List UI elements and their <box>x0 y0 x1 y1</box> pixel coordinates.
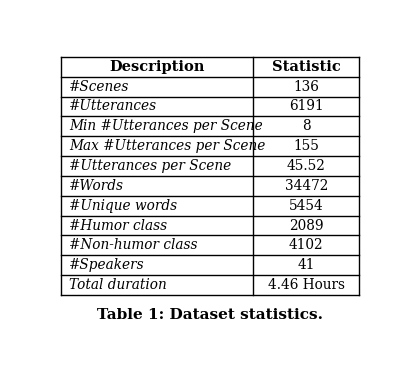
Text: 8: 8 <box>301 119 310 133</box>
Text: Description: Description <box>109 60 204 74</box>
Text: 5454: 5454 <box>288 199 323 213</box>
Text: 155: 155 <box>292 139 318 153</box>
Text: Statistic: Statistic <box>271 60 340 74</box>
Text: Table 1: Dataset statistics.: Table 1: Dataset statistics. <box>97 308 322 322</box>
Text: Total duration: Total duration <box>69 278 166 292</box>
Text: #Words: #Words <box>69 179 124 193</box>
Text: #Utterances per Scene: #Utterances per Scene <box>69 159 230 173</box>
Text: #Speakers: #Speakers <box>69 258 144 272</box>
Text: #Utterances: #Utterances <box>69 99 157 113</box>
Text: 45.52: 45.52 <box>286 159 325 173</box>
Text: 6191: 6191 <box>288 99 323 113</box>
Text: 34472: 34472 <box>284 179 327 193</box>
Text: #Scenes: #Scenes <box>69 79 129 94</box>
Text: Max #Utterances per Scene: Max #Utterances per Scene <box>69 139 265 153</box>
Text: 4.46 Hours: 4.46 Hours <box>267 278 344 292</box>
Text: #Unique words: #Unique words <box>69 199 176 213</box>
Text: Min #Utterances per Scene: Min #Utterances per Scene <box>69 119 262 133</box>
Text: #Non-humor class: #Non-humor class <box>69 238 197 252</box>
Text: 2089: 2089 <box>288 219 323 233</box>
Text: 4102: 4102 <box>288 238 323 252</box>
Text: 41: 41 <box>297 258 314 272</box>
Text: 136: 136 <box>292 79 318 94</box>
Text: #Humor class: #Humor class <box>69 219 166 233</box>
